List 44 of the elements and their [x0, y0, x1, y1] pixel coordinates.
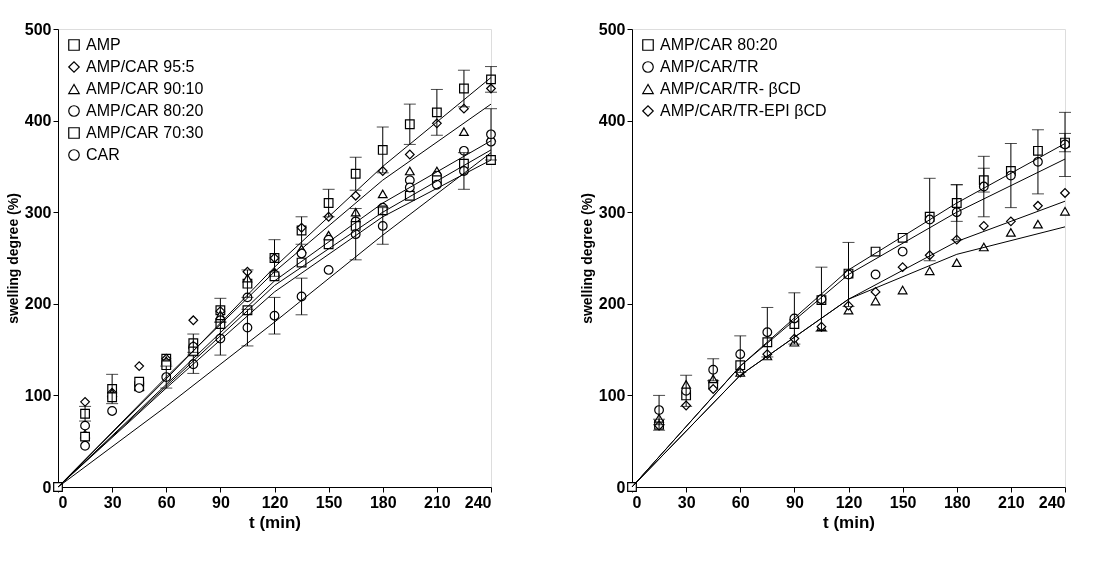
x-axis-title: t (min) [823, 512, 875, 532]
y-tick-label: 300 [598, 203, 626, 221]
x-tick-label: 60 [157, 493, 176, 511]
x-tick-label: 90 [785, 493, 804, 511]
legend-label: AMP/CAR 90:10 [86, 80, 204, 97]
legend-label: AMP/CAR/TR- βCD [660, 80, 801, 97]
legend-label: AMP [86, 36, 121, 53]
x-tick-label: 240 [1038, 493, 1066, 511]
x-tick-label: 0 [632, 493, 642, 511]
legend-label: AMP/CAR/TR [660, 58, 759, 75]
y-tick-label: 100 [24, 386, 52, 404]
y-tick-label: 200 [24, 295, 52, 313]
x-tick-label: 180 [943, 493, 971, 511]
legend-label: AMP/CAR 80:20 [86, 102, 204, 119]
x-tick-label: 210 [424, 493, 451, 511]
legend-label: AMP/CAR 80:20 [660, 36, 778, 53]
x-tick-label: 30 [677, 493, 696, 511]
y-tick-label: 400 [598, 112, 626, 130]
x-tick-label: 150 [889, 493, 917, 511]
x-tick-label: 210 [998, 493, 1025, 511]
y-tick-label: 0 [616, 478, 626, 496]
x-tick-label: 90 [211, 493, 230, 511]
y-tick-label: 500 [598, 20, 626, 38]
y-tick-label: 100 [598, 386, 626, 404]
x-tick-label: 150 [315, 493, 343, 511]
y-tick-label: 300 [24, 203, 52, 221]
y-axis-title: swelling degree (%) [578, 193, 595, 324]
legend-label: CAR [86, 146, 120, 163]
legend-label: AMP/CAR 70:30 [86, 124, 204, 141]
legend-label: AMP/CAR/TR-EPI βCD [660, 102, 827, 119]
x-tick-label: 30 [103, 493, 122, 511]
x-tick-label: 180 [369, 493, 397, 511]
x-tick-label: 120 [835, 493, 863, 511]
y-tick-label: 200 [598, 295, 626, 313]
x-axis-title: t (min) [249, 512, 301, 532]
y-tick-label: 400 [24, 112, 52, 130]
x-tick-label: 240 [464, 493, 492, 511]
x-tick-label: 0 [58, 493, 68, 511]
y-tick-label: 0 [42, 478, 52, 496]
legend-label: AMP/CAR 95:5 [86, 58, 195, 75]
x-tick-label: 120 [261, 493, 289, 511]
y-axis-title: swelling degree (%) [4, 193, 21, 324]
y-tick-label: 500 [24, 20, 52, 38]
x-tick-label: 60 [731, 493, 750, 511]
